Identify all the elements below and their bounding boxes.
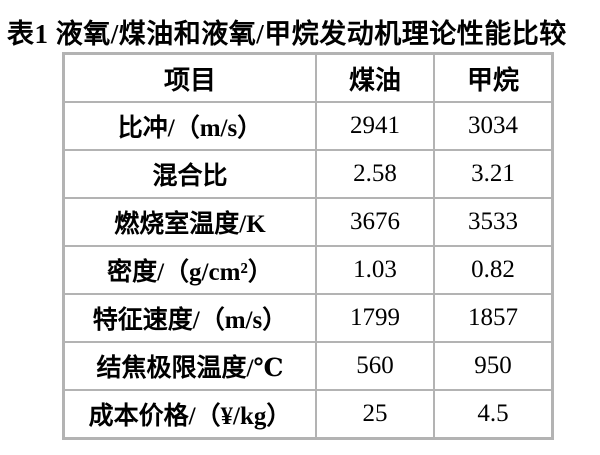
methane-value: 3034 bbox=[433, 101, 554, 151]
kerosene-value: 1.03 bbox=[315, 245, 435, 295]
table-row-chamber-temperature: 燃烧室温度/K 3676 3533 bbox=[62, 197, 554, 247]
table-row-characteristic-velocity: 特征速度/（m/s） 1799 1857 bbox=[62, 293, 554, 343]
row-label: 比冲/（m/s） bbox=[62, 101, 317, 151]
header-item: 项目 bbox=[62, 52, 317, 103]
table-row-coking-limit-temperature: 结焦极限温度/℃ 560 950 bbox=[62, 341, 554, 391]
row-label: 成本价格/（¥/kg） bbox=[62, 389, 317, 440]
table-caption: 表1 液氧/煤油和液氧/甲烷发动机理论性能比较 bbox=[7, 19, 567, 49]
kerosene-value: 2941 bbox=[315, 101, 435, 151]
kerosene-value: 3676 bbox=[315, 197, 435, 247]
kerosene-value: 25 bbox=[315, 389, 435, 440]
kerosene-value: 2.58 bbox=[315, 149, 435, 199]
row-label: 燃烧室温度/K bbox=[62, 197, 317, 247]
table-header: 项目 煤油 甲烷 bbox=[62, 52, 554, 103]
table-body: 比冲/（m/s） 2941 3034 混合比 2.58 3.21 燃烧室温度/K… bbox=[62, 101, 554, 440]
table-row-mixture-ratio: 混合比 2.58 3.21 bbox=[62, 149, 554, 199]
header-methane: 甲烷 bbox=[433, 52, 554, 103]
kerosene-value: 560 bbox=[315, 341, 435, 391]
row-label: 混合比 bbox=[62, 149, 317, 199]
kerosene-value: 1799 bbox=[315, 293, 435, 343]
table-row-cost-price: 成本价格/（¥/kg） 25 4.5 bbox=[62, 389, 554, 440]
header-kerosene: 煤油 bbox=[315, 52, 435, 103]
methane-value: 0.82 bbox=[433, 245, 554, 295]
row-label: 密度/（g/cm²） bbox=[62, 245, 317, 295]
methane-value: 3533 bbox=[433, 197, 554, 247]
methane-value: 950 bbox=[433, 341, 554, 391]
methane-value: 4.5 bbox=[433, 389, 554, 440]
header-row: 项目 煤油 甲烷 bbox=[62, 52, 554, 103]
row-label: 特征速度/（m/s） bbox=[62, 293, 317, 343]
methane-value: 3.21 bbox=[433, 149, 554, 199]
performance-table: 项目 煤油 甲烷 比冲/（m/s） 2941 3034 混合比 2.58 3.2… bbox=[62, 52, 554, 440]
row-label: 结焦极限温度/℃ bbox=[62, 341, 317, 391]
table-row-density: 密度/（g/cm²） 1.03 0.82 bbox=[62, 245, 554, 295]
table-row-specific-impulse: 比冲/（m/s） 2941 3034 bbox=[62, 101, 554, 151]
methane-value: 1857 bbox=[433, 293, 554, 343]
